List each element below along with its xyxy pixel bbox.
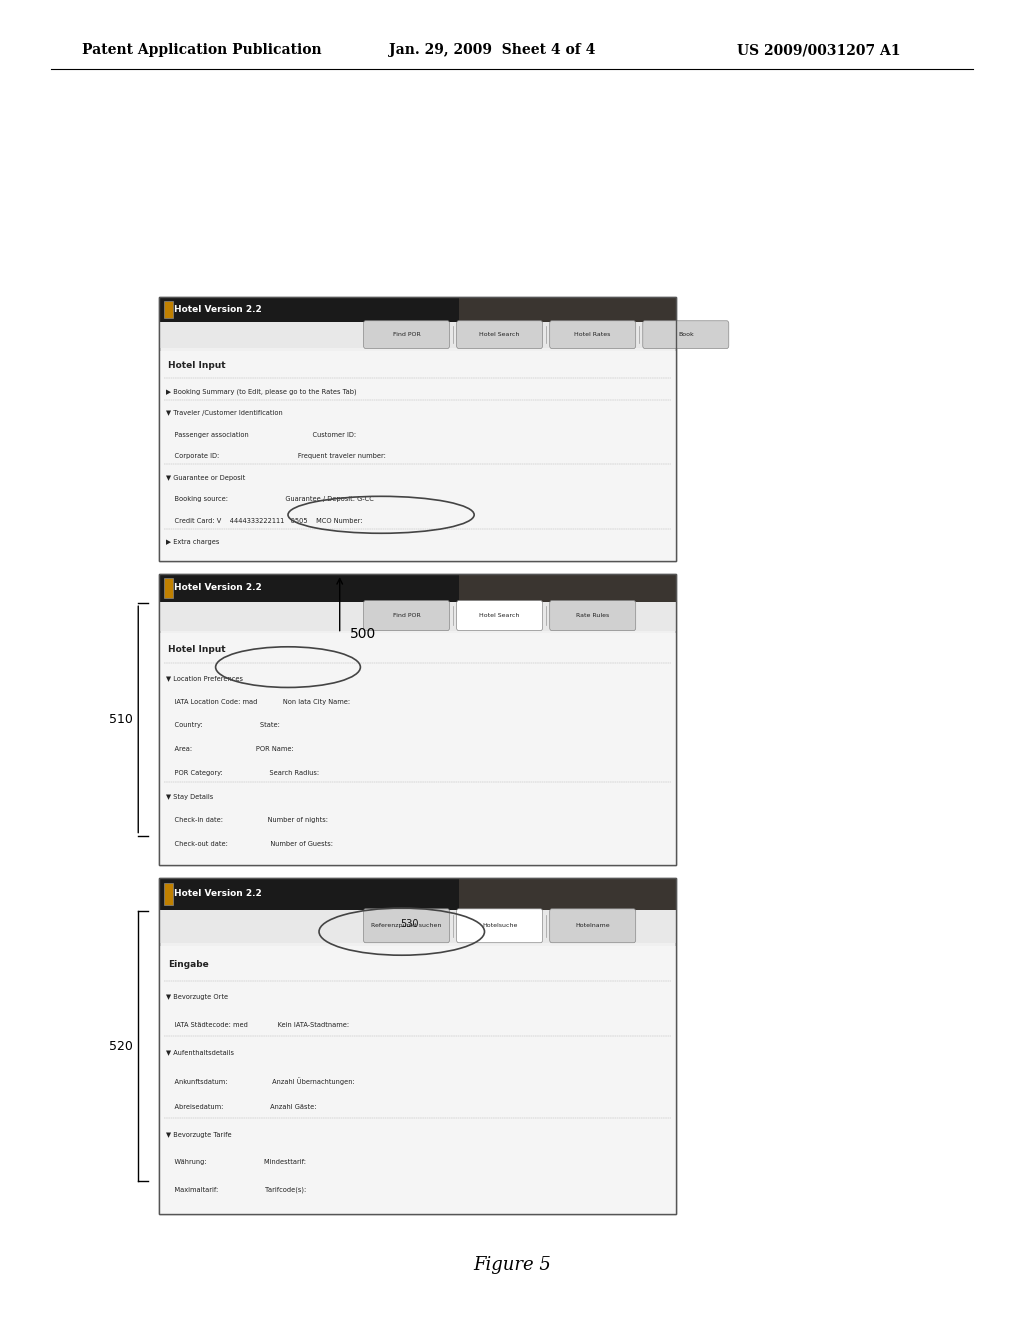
- FancyBboxPatch shape: [364, 908, 450, 942]
- FancyBboxPatch shape: [550, 321, 636, 348]
- Bar: [159, 574, 676, 865]
- Bar: [159, 878, 676, 909]
- Bar: [159, 909, 676, 944]
- Text: Booking source:                           Guarantee / Deposit: G-CC: Booking source: Guarantee / Deposit: G-C…: [167, 496, 375, 503]
- Text: ▼ Bevorzugte Tarife: ▼ Bevorzugte Tarife: [167, 1131, 232, 1138]
- Text: Hotel Search: Hotel Search: [479, 614, 520, 618]
- Text: POR Category:                      Search Radius:: POR Category: Search Radius:: [167, 770, 319, 776]
- Bar: [459, 574, 676, 602]
- FancyBboxPatch shape: [457, 321, 543, 348]
- Bar: [159, 574, 676, 602]
- Bar: [159, 574, 676, 865]
- Text: 510: 510: [110, 713, 133, 726]
- Text: Ankunftsdatum:                     Anzahl Übernachtungen:: Ankunftsdatum: Anzahl Übernachtungen:: [167, 1077, 355, 1085]
- Bar: [164, 301, 173, 318]
- Text: Patent Application Publication: Patent Application Publication: [82, 44, 322, 57]
- Text: Hotel Input: Hotel Input: [168, 362, 225, 371]
- Text: Währung:                           Mindesttarif:: Währung: Mindesttarif:: [167, 1159, 306, 1166]
- Bar: [159, 297, 676, 561]
- Bar: [459, 297, 676, 322]
- Text: Check-in date:                     Number of nights:: Check-in date: Number of nights:: [167, 817, 329, 824]
- Bar: [159, 602, 676, 631]
- FancyBboxPatch shape: [364, 601, 450, 631]
- Text: ▼ Traveler /Customer Identification: ▼ Traveler /Customer Identification: [167, 411, 284, 416]
- FancyBboxPatch shape: [364, 321, 450, 348]
- Text: ▼ Aufenthaltsdetails: ▼ Aufenthaltsdetails: [167, 1049, 234, 1056]
- Text: ▶ Extra charges: ▶ Extra charges: [167, 540, 220, 545]
- Text: IATA Städtecode: med              Kein IATA-Stadtname:: IATA Städtecode: med Kein IATA-Stadtname…: [167, 1022, 349, 1028]
- Text: Maximaltarif:                      Tarifcode(s):: Maximaltarif: Tarifcode(s):: [167, 1187, 307, 1193]
- Text: 520: 520: [110, 1040, 133, 1052]
- Text: Check-out date:                    Number of Guests:: Check-out date: Number of Guests:: [167, 841, 334, 847]
- Text: Hotel Search: Hotel Search: [479, 333, 520, 337]
- Text: Credit Card: V    4444333222111   0505    MCO Number:: Credit Card: V 4444333222111 0505 MCO Nu…: [167, 517, 362, 524]
- Text: Passenger association                              Customer ID:: Passenger association Customer ID:: [167, 432, 356, 438]
- Text: 530: 530: [400, 919, 419, 929]
- Text: Corporate ID:                                     Frequent traveler number:: Corporate ID: Frequent traveler number:: [167, 454, 386, 459]
- Text: Hotelsuche: Hotelsuche: [482, 924, 517, 928]
- Bar: [159, 634, 676, 865]
- Text: Hotel Version 2.2: Hotel Version 2.2: [174, 890, 262, 899]
- Text: Find POR: Find POR: [392, 614, 421, 618]
- Text: Hotel Input: Hotel Input: [168, 645, 225, 655]
- Bar: [159, 297, 676, 322]
- FancyBboxPatch shape: [457, 601, 543, 631]
- Bar: [459, 878, 676, 909]
- FancyBboxPatch shape: [550, 908, 636, 942]
- Text: ▶ Booking Summary (to Edit, please go to the Rates Tab): ▶ Booking Summary (to Edit, please go to…: [167, 389, 357, 396]
- Text: Referenzpunkt suchen: Referenzpunkt suchen: [372, 924, 441, 928]
- Bar: [164, 883, 173, 906]
- Text: Hotel Version 2.2: Hotel Version 2.2: [174, 305, 262, 314]
- FancyBboxPatch shape: [457, 908, 543, 942]
- Bar: [159, 878, 676, 1214]
- Bar: [164, 578, 173, 598]
- Text: IATA Location Code: mad            Non Iata City Name:: IATA Location Code: mad Non Iata City Na…: [167, 698, 350, 705]
- Bar: [159, 878, 676, 1214]
- Text: ▼ Stay Details: ▼ Stay Details: [167, 793, 214, 800]
- FancyBboxPatch shape: [643, 321, 729, 348]
- Bar: [159, 322, 676, 348]
- Text: Country:                           State:: Country: State:: [167, 722, 281, 729]
- Text: 500: 500: [350, 627, 376, 640]
- Bar: [159, 351, 676, 561]
- Bar: [159, 297, 676, 561]
- Text: Figure 5: Figure 5: [473, 1255, 551, 1274]
- Text: Jan. 29, 2009  Sheet 4 of 4: Jan. 29, 2009 Sheet 4 of 4: [389, 44, 596, 57]
- Text: Hotelname: Hotelname: [575, 924, 610, 928]
- Text: ▼ Bevorzugte Orte: ▼ Bevorzugte Orte: [167, 994, 228, 1001]
- Text: ▼ Location Preferences: ▼ Location Preferences: [167, 675, 244, 681]
- Text: Find POR: Find POR: [392, 333, 421, 337]
- Text: Book: Book: [678, 333, 693, 337]
- Text: Hotel Version 2.2: Hotel Version 2.2: [174, 583, 262, 593]
- Bar: [159, 946, 676, 1214]
- Text: Hotel Rates: Hotel Rates: [574, 333, 611, 337]
- Text: ▼ Guarantee or Deposit: ▼ Guarantee or Deposit: [167, 475, 246, 480]
- Text: Area:                              POR Name:: Area: POR Name:: [167, 746, 294, 752]
- Text: Abreisedatum:                      Anzahl Gäste:: Abreisedatum: Anzahl Gäste:: [167, 1105, 317, 1110]
- Text: US 2009/0031207 A1: US 2009/0031207 A1: [737, 44, 901, 57]
- FancyBboxPatch shape: [550, 601, 636, 631]
- Text: Eingabe: Eingabe: [168, 961, 209, 969]
- Text: Rate Rules: Rate Rules: [577, 614, 609, 618]
